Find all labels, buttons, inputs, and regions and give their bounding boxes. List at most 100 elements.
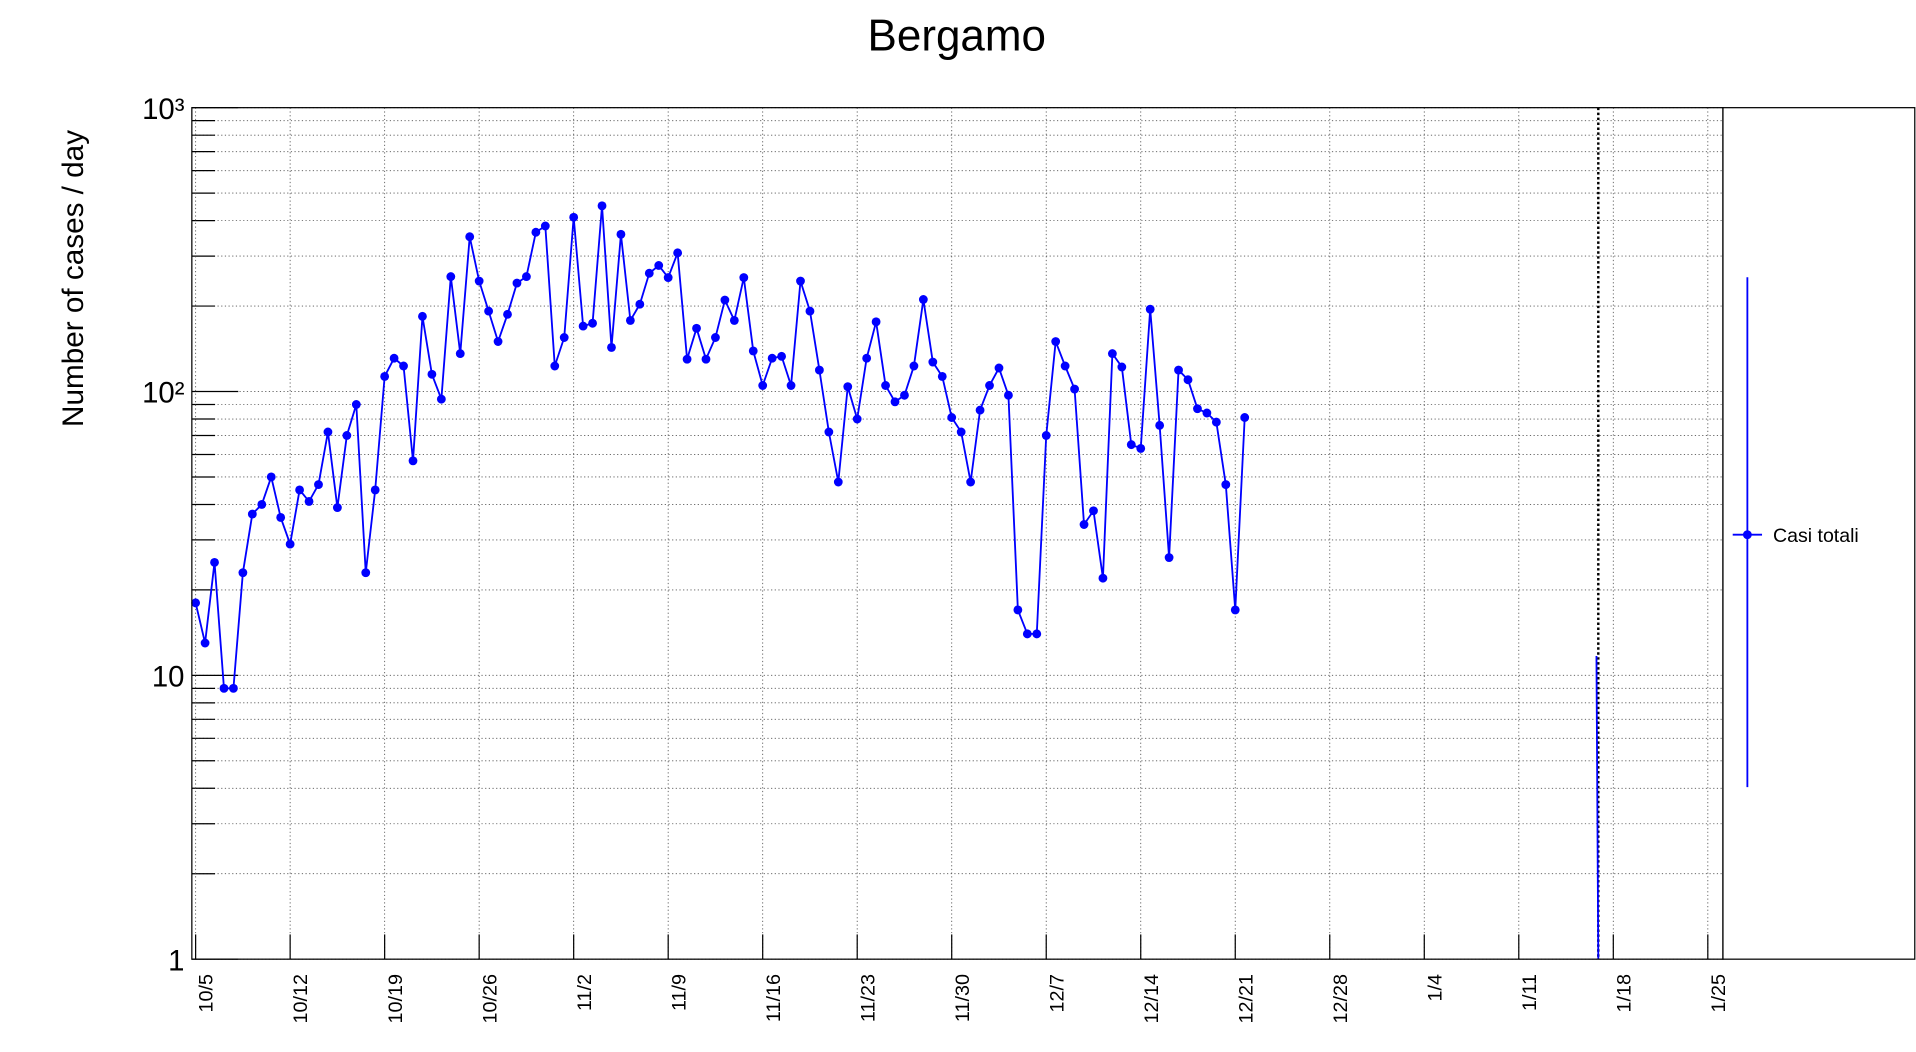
data-point [1155,420,1165,430]
grid: 1 10 10² 10³ 10/5 10/12 10/19 10/26 11/2 11/9 11/1… [142,93,1730,1024]
data-point [342,431,352,440]
data-point [1013,605,1023,615]
data-point [418,311,427,321]
data-point [285,539,295,549]
data-point [729,315,739,325]
data-point [1060,361,1070,371]
data-point [361,568,371,578]
data-point [578,321,588,331]
data-point [1240,413,1250,422]
x-tick-label: 11/30 [952,974,974,1022]
data-point [380,371,390,381]
data-point [304,496,314,506]
legend-label: Casi totali [1773,525,1859,547]
x-tick-label: 12/7 [1046,974,1068,1013]
data-point [351,400,361,409]
data-point [1164,553,1174,563]
data-point [1117,362,1127,372]
data-point [1126,440,1136,450]
data-point [1174,365,1183,375]
data-point [455,349,465,359]
data-point [682,354,692,364]
data-point [1004,390,1013,400]
x-tick-label: 1/18 [1614,974,1636,1013]
data-point [852,414,862,424]
x-tick-label: 1/11 [1519,974,1541,1011]
y-tick-label: 10 [152,660,185,693]
data-point [767,353,777,363]
data-point [200,638,210,648]
chart-title: Bergamo [868,11,1046,60]
y-tick-label: 10³ [142,93,185,126]
data-point [540,221,550,231]
data-point [550,361,560,371]
data-point [588,318,597,328]
data-point [1032,629,1042,639]
data-point [625,315,635,325]
data-point [559,333,569,342]
data-point [295,485,304,495]
x-tick-label: 10/26 [479,974,501,1024]
data-point [739,273,749,283]
data-point [370,485,380,495]
data-point [257,500,267,509]
data-point [1070,384,1079,394]
data-point [607,342,616,352]
data-point [314,480,323,490]
data-point [1022,629,1032,639]
data-point [474,276,484,286]
series-line [194,205,1246,690]
data-point [191,598,201,608]
data-point [1230,605,1240,615]
data-point [465,232,475,242]
x-tick-label: 11/23 [857,974,879,1022]
data-point [635,299,645,309]
x-tick-label: 10/5 [196,974,218,1013]
data-point [824,427,834,437]
data-point [1051,337,1061,346]
x-tick-label: 1/25 [1708,974,1730,1013]
data-point [900,390,909,400]
x-tick-label: 11/16 [763,974,785,1022]
data-point [758,381,768,390]
data-point [427,369,437,379]
data-point [1041,431,1051,440]
data-point [399,361,408,371]
drop-line [1595,655,1600,960]
y-axis-label: Number of cases / day [57,130,90,427]
data-point [1107,349,1117,359]
data-point [673,248,683,258]
data-point [1089,506,1098,516]
data-point [966,477,976,487]
data-point [937,371,947,381]
y-tick-label: 1 [168,944,184,977]
data-point [862,353,872,363]
data-point [644,268,654,278]
x-tick-label: 10/12 [290,974,312,1024]
data-point [833,477,843,487]
plot [191,201,1250,693]
y-tick-label: 10² [142,376,185,409]
data-point [928,357,938,367]
data-point [229,683,238,693]
data-point [918,295,928,304]
x-tick-label: 1/4 [1424,974,1446,1002]
data-point [956,427,966,437]
data-point [616,229,626,239]
data-point [1202,408,1212,418]
data-point [786,381,796,390]
data-point [777,351,786,361]
data-point [597,201,607,211]
data-point [569,212,579,222]
data-point [692,323,701,333]
legend-marker [1742,530,1752,540]
legend: Casi totali [1732,277,1859,788]
data-point [909,361,919,371]
data-point [994,363,1004,373]
data-point [748,346,758,356]
data-point [871,317,881,327]
data-point [332,503,342,513]
x-tick-label: 12/14 [1141,974,1163,1024]
data-point [512,278,522,288]
data-point [408,456,418,466]
